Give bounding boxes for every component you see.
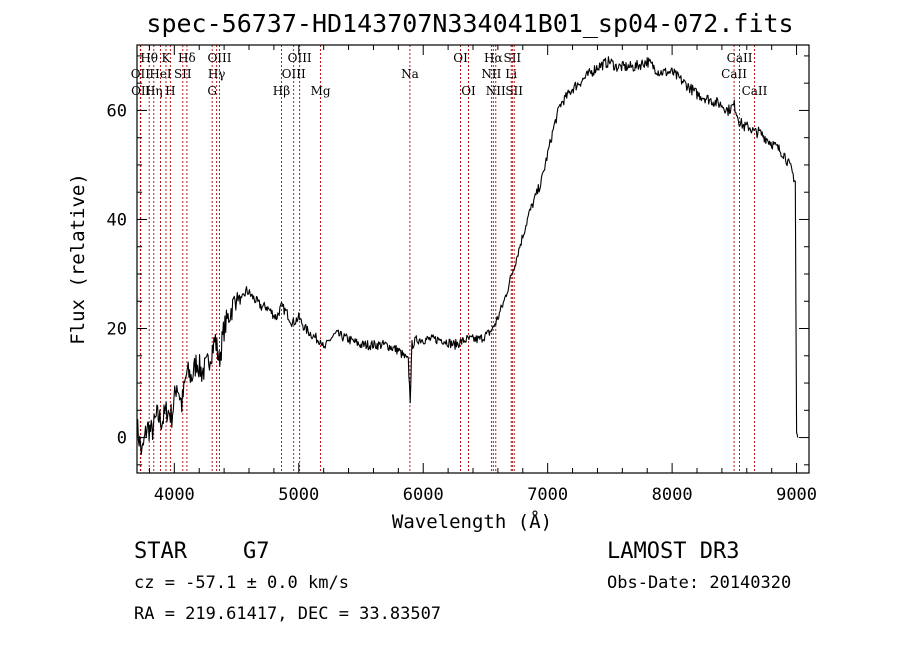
chart-title: spec-56737-HD143707N334041B01_sp04-072.f… bbox=[146, 9, 793, 38]
line-marker-label: G bbox=[207, 84, 217, 98]
x-tick-label: 6000 bbox=[403, 485, 444, 505]
x-tick-label: 8000 bbox=[652, 485, 693, 505]
observation-date: Obs-Date: 20140320 bbox=[607, 573, 791, 593]
coordinates: RA = 219.61417, DEC = 33.83507 bbox=[134, 604, 441, 624]
x-tick-label: 5000 bbox=[278, 485, 319, 505]
line-marker-label: OI bbox=[453, 51, 468, 65]
plot-frame bbox=[136, 44, 810, 474]
y-axis-label: Flux (relative) bbox=[67, 173, 89, 345]
line-marker-label: Na bbox=[401, 67, 419, 81]
object-subclass: G7 bbox=[243, 539, 270, 564]
line-marker-label: Hγ bbox=[208, 67, 226, 81]
y-tick-label: 20 bbox=[107, 320, 127, 340]
line-marker-label: CaII bbox=[721, 67, 747, 81]
line-marker-label: Hη bbox=[145, 84, 163, 98]
line-marker-label: Mg bbox=[311, 84, 331, 98]
x-tick-label: 4000 bbox=[154, 485, 195, 505]
y-tick-label: 0 bbox=[117, 429, 127, 449]
line-marker-label: CaII bbox=[742, 84, 768, 98]
line-marker-label: Hδ bbox=[178, 51, 196, 65]
line-markers bbox=[139, 45, 755, 473]
x-tick-label: 7000 bbox=[527, 485, 568, 505]
line-marker-label: OII bbox=[131, 67, 151, 81]
y-tick-label: 40 bbox=[107, 210, 127, 230]
axis-ticks bbox=[137, 45, 809, 473]
line-marker-label: OII bbox=[131, 84, 151, 98]
line-marker-label: K bbox=[162, 51, 172, 65]
line-marker-label: HeI bbox=[149, 67, 172, 81]
line-marker-label: NII bbox=[486, 84, 506, 98]
line-marker-label: Hβ bbox=[273, 84, 290, 98]
line-marker-label: Hα bbox=[484, 51, 503, 65]
line-marker-label: SII bbox=[503, 51, 521, 65]
y-tick-label: 60 bbox=[107, 101, 127, 121]
line-marker-label: OIII bbox=[207, 51, 231, 65]
redshift-value: cz = -57.1 ± 0.0 km/s bbox=[134, 573, 349, 593]
line-marker-label: OIII bbox=[282, 67, 306, 81]
line-marker-label: OIII bbox=[288, 51, 312, 65]
x-tick-label: 9000 bbox=[776, 485, 817, 505]
line-marker-label: Hθ bbox=[140, 51, 158, 65]
line-marker-label: Li bbox=[505, 67, 517, 81]
line-marker-label: SII bbox=[174, 67, 192, 81]
line-marker-label: H bbox=[165, 84, 175, 98]
line-marker-labels: OII OII Hθ Hη HeI K H SII Hδ G Hγ OIII Hβ OIII OIII Mg N… bbox=[131, 51, 768, 98]
line-marker-label: OI bbox=[461, 84, 476, 98]
object-class: STAR bbox=[134, 539, 188, 564]
line-marker-label: CaII bbox=[727, 51, 753, 65]
x-axis-label: Wavelength (Å) bbox=[392, 510, 552, 533]
line-marker-label: NII bbox=[481, 67, 501, 81]
survey-name: LAMOST DR3 bbox=[607, 539, 739, 564]
spectrum-line bbox=[136, 56, 799, 456]
line-marker-label: SII bbox=[505, 84, 523, 98]
axis-tick-labels: 4000 5000 6000 7000 8000 9000 0 20 40 60 bbox=[107, 101, 818, 505]
